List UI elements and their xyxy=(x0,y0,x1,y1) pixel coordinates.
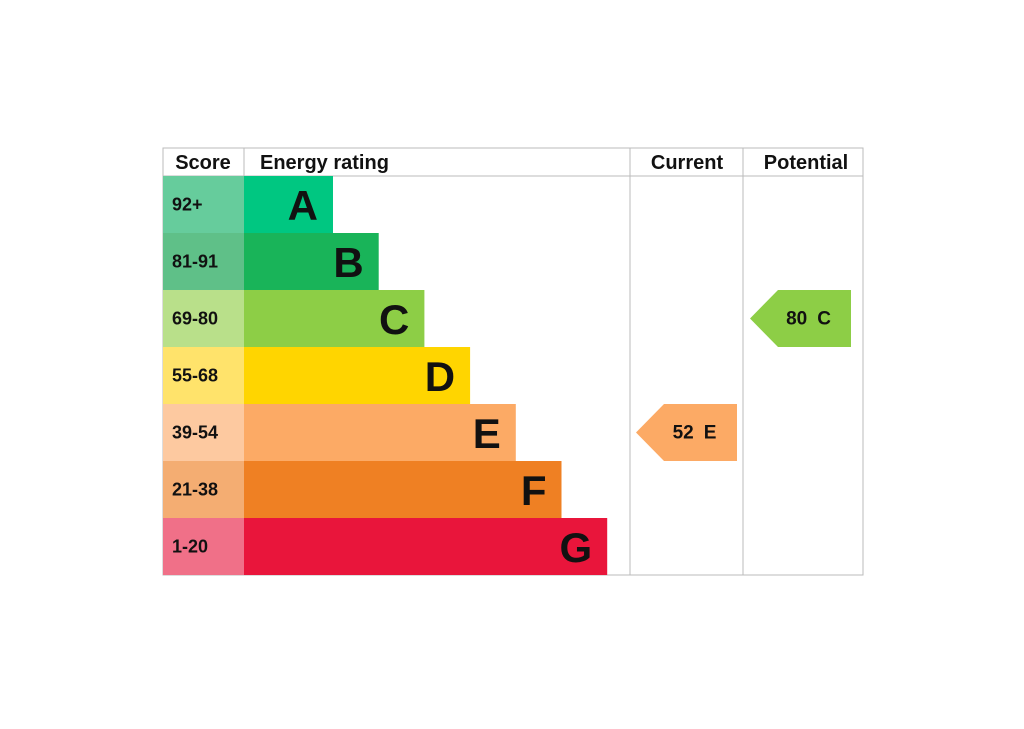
current-arrow xyxy=(636,404,737,461)
score-range: 92+ xyxy=(172,195,203,215)
rating-letter: G xyxy=(560,524,593,571)
rating-bar xyxy=(244,290,425,347)
score-cell xyxy=(163,176,244,233)
score-cell xyxy=(163,518,244,575)
score-cell xyxy=(163,404,244,461)
score-range: 69-80 xyxy=(172,309,218,329)
rating-letter: B xyxy=(333,239,363,286)
rating-letter: A xyxy=(288,182,318,229)
rating-bar xyxy=(244,176,333,233)
potential-label: 80 C xyxy=(786,308,831,329)
current-label: 52 E xyxy=(673,422,717,443)
score-range: 1-20 xyxy=(172,537,208,557)
current-score: 52 xyxy=(673,422,694,443)
potential-rating: C xyxy=(817,308,831,329)
header-current: Current xyxy=(651,152,724,174)
score-range: 55-68 xyxy=(172,366,218,386)
rating-letter: E xyxy=(473,410,501,457)
score-range: 81-91 xyxy=(172,252,218,272)
header-energy-rating: Energy rating xyxy=(260,152,389,174)
rating-letter: D xyxy=(425,353,455,400)
score-cell xyxy=(163,461,244,518)
rating-bar xyxy=(244,347,471,404)
score-cell xyxy=(163,233,244,290)
score-range: 21-38 xyxy=(172,480,218,500)
header-potential: Potential xyxy=(764,152,848,174)
score-range: 39-54 xyxy=(172,423,218,443)
header-score: Score xyxy=(175,152,231,174)
potential-arrow xyxy=(750,290,851,347)
rating-bar xyxy=(244,461,562,518)
rating-bar xyxy=(244,404,516,461)
rating-letter: F xyxy=(521,467,547,514)
rating-letter: C xyxy=(379,296,409,343)
current-rating: E xyxy=(704,422,717,443)
rating-bar xyxy=(244,233,379,290)
rating-bar xyxy=(244,518,608,575)
potential-score: 80 xyxy=(786,308,807,329)
score-cell xyxy=(163,347,244,404)
score-cell xyxy=(163,290,244,347)
